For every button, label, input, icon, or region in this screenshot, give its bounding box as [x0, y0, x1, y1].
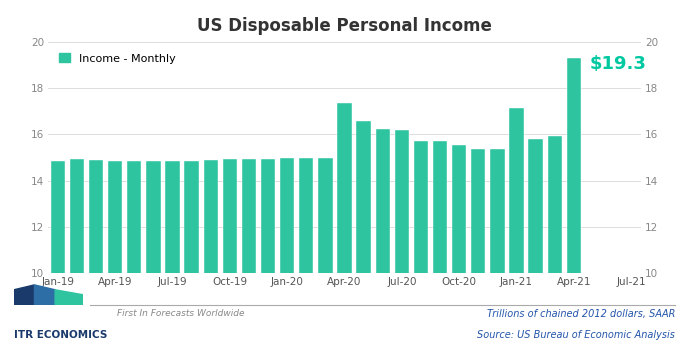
Bar: [223, 159, 237, 350]
Bar: [548, 136, 562, 350]
Text: ITR ECONOMICS: ITR ECONOMICS: [14, 329, 107, 340]
Bar: [414, 141, 428, 350]
Polygon shape: [34, 285, 55, 304]
Bar: [108, 161, 123, 350]
Bar: [395, 130, 409, 350]
Bar: [165, 161, 180, 350]
Bar: [70, 159, 84, 350]
Bar: [318, 158, 333, 350]
Title: US Disposable Personal Income: US Disposable Personal Income: [197, 17, 492, 35]
Bar: [376, 129, 390, 350]
Text: Trillions of chained 2012 dollars, SAAR: Trillions of chained 2012 dollars, SAAR: [487, 308, 675, 319]
Bar: [185, 161, 198, 350]
Bar: [356, 120, 371, 350]
Bar: [146, 161, 161, 350]
Bar: [203, 160, 218, 350]
Bar: [471, 149, 486, 350]
Bar: [50, 161, 65, 350]
Bar: [127, 161, 141, 350]
Legend: Income - Monthly: Income - Monthly: [54, 48, 182, 69]
Bar: [433, 141, 447, 350]
Polygon shape: [55, 290, 83, 304]
Bar: [452, 145, 466, 350]
Bar: [242, 159, 256, 350]
Text: First In Forecasts Worldwide: First In Forecasts Worldwide: [117, 309, 245, 318]
Bar: [491, 149, 504, 350]
Bar: [280, 158, 294, 350]
Bar: [261, 159, 275, 350]
Bar: [299, 158, 313, 350]
Polygon shape: [14, 285, 34, 304]
Bar: [509, 108, 524, 350]
Text: $19.3: $19.3: [589, 55, 646, 73]
Bar: [338, 103, 351, 350]
Bar: [567, 58, 581, 350]
Text: Source: US Bureau of Economic Analysis: Source: US Bureau of Economic Analysis: [477, 329, 675, 340]
Bar: [89, 160, 103, 350]
Bar: [528, 139, 543, 350]
